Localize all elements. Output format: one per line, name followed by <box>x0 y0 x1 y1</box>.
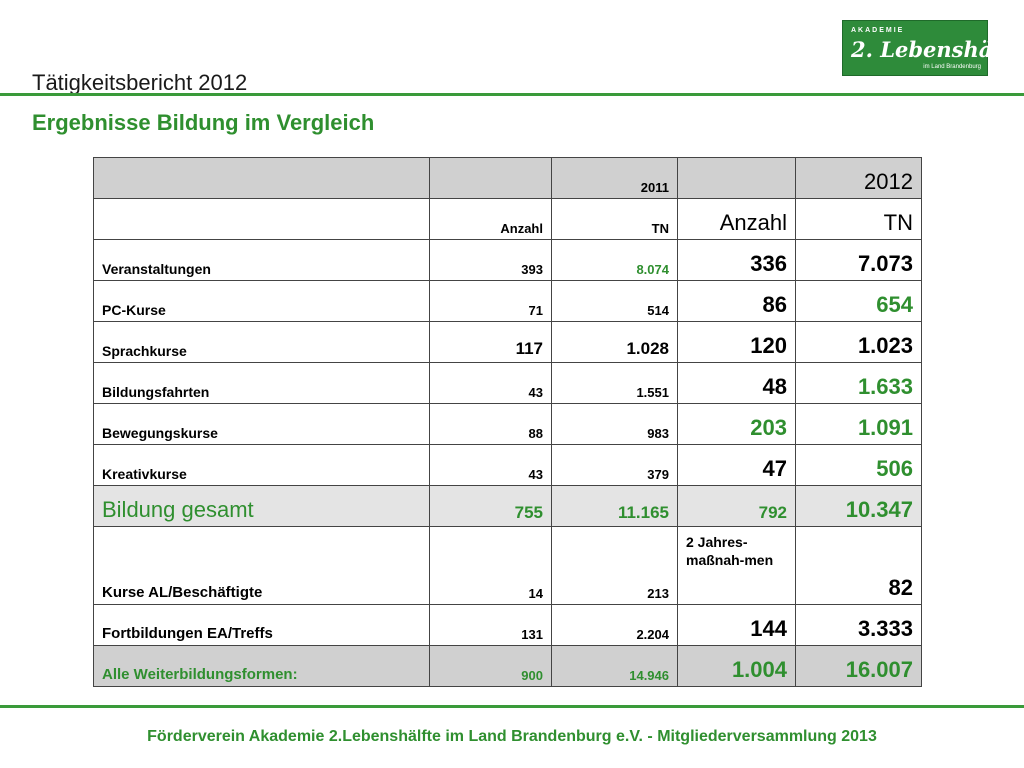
tn-2012-cell: 1.091 <box>795 403 922 445</box>
anzahl-2012-cell: 336 <box>677 239 796 281</box>
tn-2011-cell: 8.074 <box>551 239 678 281</box>
akademie-logo: AKADEMIE 2. Lebenshälfte im Land Branden… <box>842 20 1024 76</box>
logo-big-text: 2. Lebenshälfte <box>851 37 1024 62</box>
column-header-row: Anzahl TN Anzahl TN <box>93 198 922 240</box>
row-label: Bildung gesamt <box>93 485 430 527</box>
row-label: Sprachkurse <box>93 321 430 363</box>
tn-2011-cell: 2.204 <box>551 604 678 646</box>
year-header-row: 2011 2012 <box>93 157 922 199</box>
page-subtitle: Ergebnisse Bildung im Vergleich <box>32 110 375 135</box>
table-row: Kurse AL/Beschäftigte 14 213 2 Jahres-ma… <box>93 526 922 605</box>
row-label: Veranstaltungen <box>93 239 430 281</box>
table-row: Bewegungskurse 88 983 203 1.091 <box>93 403 922 445</box>
anzahl-2011-cell: 755 <box>429 485 552 527</box>
anzahl-2012-cell: 2 Jahres-maßnah-men <box>677 526 796 605</box>
col-tn-2012: TN <box>795 198 922 240</box>
anzahl-2012-cell: 48 <box>677 362 796 404</box>
header-empty-cell <box>677 157 796 199</box>
anzahl-2011-cell: 900 <box>429 645 552 687</box>
anzahl-2011-cell: 117 <box>429 321 552 363</box>
tn-2012-cell: 1.023 <box>795 321 922 363</box>
anzahl-2012-cell: 120 <box>677 321 796 363</box>
tn-2011-cell: 379 <box>551 444 678 486</box>
tn-2012-cell: 10.347 <box>795 485 922 527</box>
year-2011-header: 2011 <box>551 157 678 199</box>
tn-2012-cell: 1.633 <box>795 362 922 404</box>
results-table: 2011 2012 Anzahl TN Anzahl TN Veranstalt… <box>93 157 922 687</box>
footer-text: Förderverein Akademie 2.Lebenshälfte im … <box>147 728 877 745</box>
anzahl-2012-cell: 86 <box>677 280 796 322</box>
bottom-divider <box>0 705 1024 708</box>
tn-2011-cell: 514 <box>551 280 678 322</box>
tn-2012-cell: 7.073 <box>795 239 922 281</box>
anzahl-2011-cell: 71 <box>429 280 552 322</box>
tn-2012-cell: 506 <box>795 444 922 486</box>
col-tn-2011: TN <box>551 198 678 240</box>
anzahl-2011-cell: 43 <box>429 444 552 486</box>
year-2012-header: 2012 <box>795 157 922 199</box>
tn-2012-cell: 3.333 <box>795 604 922 646</box>
table-row: Veranstaltungen 393 8.074 336 7.073 <box>93 239 922 281</box>
logo-small-text: AKADEMIE <box>851 27 905 34</box>
tn-2012-cell: 82 <box>795 526 922 605</box>
total-row: Bildung gesamt 755 11.165 792 10.347 <box>93 485 922 527</box>
table-row: Bildungsfahrten 43 1.551 48 1.633 <box>93 362 922 404</box>
row-label: PC-Kurse <box>93 280 430 322</box>
row-label: Alle Weiterbildungsformen: <box>93 645 430 687</box>
anzahl-2012-cell: 47 <box>677 444 796 486</box>
tn-2011-cell: 213 <box>551 526 678 605</box>
tn-2012-cell: 16.007 <box>795 645 922 687</box>
table-row: Kreativkurse 43 379 47 506 <box>93 444 922 486</box>
anzahl-2012-cell: 203 <box>677 403 796 445</box>
header-empty-cell <box>93 157 430 199</box>
anzahl-2011-cell: 131 <box>429 604 552 646</box>
anzahl-2012-cell: 144 <box>677 604 796 646</box>
anzahl-2011-cell: 393 <box>429 239 552 281</box>
tn-2011-cell: 1.551 <box>551 362 678 404</box>
report-title: Tätigkeitsbericht 2012 <box>32 70 248 95</box>
top-divider <box>0 93 1024 96</box>
tn-2011-cell: 983 <box>551 403 678 445</box>
row-label: Fortbildungen EA/Treffs <box>93 604 430 646</box>
row-label: Kreativkurse <box>93 444 430 486</box>
tn-2012-cell: 654 <box>795 280 922 322</box>
anzahl-2011-cell: 14 <box>429 526 552 605</box>
anzahl-2011-cell: 88 <box>429 403 552 445</box>
header-empty-cell <box>93 198 430 240</box>
tn-2011-cell: 1.028 <box>551 321 678 363</box>
logo-sub-text: im Land Brandenburg <box>923 64 981 70</box>
grand-total-row: Alle Weiterbildungsformen: 900 14.946 1.… <box>93 645 922 687</box>
row-label: Kurse AL/Beschäftigte <box>93 526 430 605</box>
table-row: Sprachkurse 117 1.028 120 1.023 <box>93 321 922 363</box>
table-row: PC-Kurse 71 514 86 654 <box>93 280 922 322</box>
anzahl-2012-cell: 1.004 <box>677 645 796 687</box>
tn-2011-cell: 14.946 <box>551 645 678 687</box>
row-label: Bewegungskurse <box>93 403 430 445</box>
col-anzahl-2011: Anzahl <box>429 198 552 240</box>
anzahl-2011-cell: 43 <box>429 362 552 404</box>
anzahl-2012-cell: 792 <box>677 485 796 527</box>
row-label: Bildungsfahrten <box>93 362 430 404</box>
header-empty-cell <box>429 157 552 199</box>
col-anzahl-2012: Anzahl <box>677 198 796 240</box>
table-row: Fortbildungen EA/Treffs 131 2.204 144 3.… <box>93 604 922 646</box>
tn-2011-cell: 11.165 <box>551 485 678 527</box>
